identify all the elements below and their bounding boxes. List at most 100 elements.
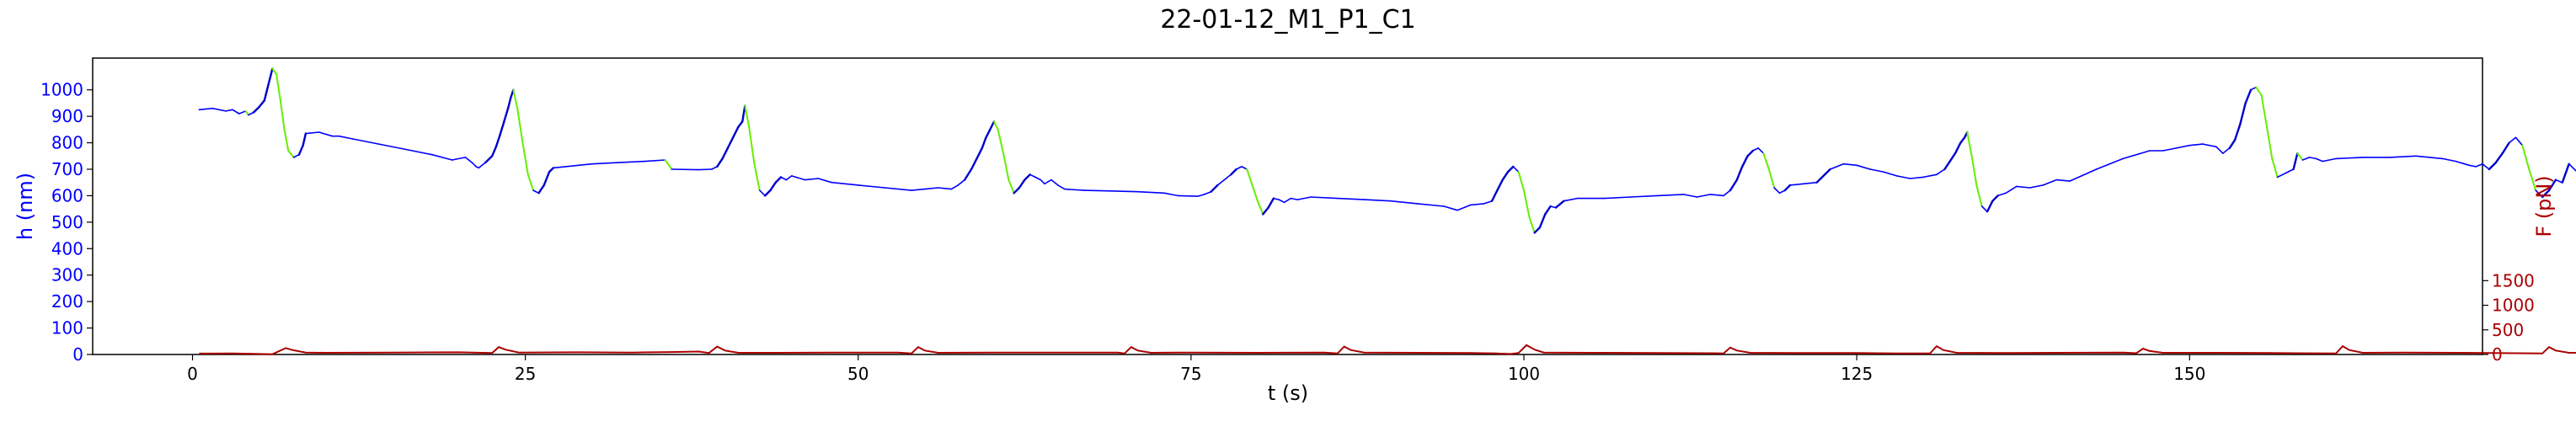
height-segment bbox=[970, 157, 978, 171]
height-segment bbox=[1007, 179, 1015, 195]
height-segment bbox=[1762, 152, 1770, 170]
height-segment bbox=[351, 138, 380, 145]
right-y-tick-label: 1000 bbox=[2492, 296, 2535, 316]
height-segment bbox=[2308, 157, 2317, 160]
height-segment bbox=[1563, 197, 1579, 202]
height-segment bbox=[785, 175, 793, 181]
height-segment bbox=[644, 159, 666, 163]
height-segment bbox=[1013, 186, 1021, 195]
height-segment bbox=[1966, 131, 1973, 155]
height-segment bbox=[2455, 160, 2470, 167]
height-segment bbox=[1815, 168, 1831, 184]
height-segment bbox=[1767, 168, 1776, 189]
height-segment bbox=[1283, 197, 1292, 204]
height-segment bbox=[1246, 168, 1253, 186]
height-segment bbox=[2282, 171, 2289, 176]
height-segment bbox=[2069, 168, 2098, 182]
height-segment bbox=[737, 120, 744, 128]
height-segment bbox=[963, 168, 973, 181]
height-segment bbox=[1517, 171, 1525, 192]
height-segment bbox=[2315, 157, 2324, 163]
height-segment bbox=[1538, 213, 1547, 229]
height-segment bbox=[2239, 102, 2247, 125]
y-tick-label: 1000 bbox=[40, 80, 83, 100]
right-y-tick-label: 1500 bbox=[2492, 270, 2535, 290]
x-tick-label: 100 bbox=[1508, 364, 1540, 384]
height-segment bbox=[997, 128, 1005, 155]
y-tick-label: 900 bbox=[51, 106, 83, 126]
height-segment bbox=[753, 163, 761, 192]
height-segment bbox=[1023, 173, 1031, 181]
height-segment bbox=[1177, 195, 1199, 197]
right-y-tick-label: 0 bbox=[2492, 344, 2503, 365]
height-segment bbox=[993, 120, 999, 131]
height-segment bbox=[1470, 203, 1485, 206]
height-segment bbox=[526, 173, 535, 192]
height-segment bbox=[1735, 165, 1744, 181]
height-segment bbox=[2266, 125, 2274, 160]
height-segment bbox=[1943, 160, 1952, 171]
height-segment bbox=[2255, 86, 2263, 96]
height-segment bbox=[1746, 149, 1755, 157]
height-segment bbox=[211, 107, 227, 112]
height-segment bbox=[2122, 150, 2151, 160]
height-segment bbox=[2541, 189, 2551, 199]
height-segment bbox=[548, 167, 555, 173]
height-segment bbox=[478, 162, 487, 169]
height-segment bbox=[471, 162, 478, 168]
height-segment bbox=[1416, 203, 1445, 207]
height-segment bbox=[1136, 190, 1166, 195]
height-segment bbox=[2515, 136, 2524, 147]
height-segment bbox=[244, 109, 249, 116]
height-segment bbox=[1996, 192, 2007, 197]
plot-frame bbox=[92, 57, 2483, 355]
height-segment bbox=[2016, 185, 2031, 189]
height-segment bbox=[1696, 194, 1712, 198]
height-segment bbox=[1682, 194, 1698, 198]
height-segment bbox=[937, 187, 953, 190]
height-segment bbox=[491, 146, 498, 157]
height-segment bbox=[748, 125, 756, 165]
x-tick-label: 0 bbox=[187, 364, 198, 384]
height-segment bbox=[884, 187, 912, 191]
height-segment bbox=[225, 109, 233, 112]
y-tick-label: 100 bbox=[51, 318, 83, 338]
height-segment bbox=[1975, 184, 1983, 207]
height-series bbox=[198, 67, 2576, 234]
height-segment bbox=[1773, 187, 1781, 195]
height-segment bbox=[506, 96, 512, 109]
height-segment bbox=[2228, 139, 2237, 150]
height-segment bbox=[338, 135, 354, 140]
height-segment bbox=[1922, 173, 1937, 179]
height-segment bbox=[2415, 155, 2444, 160]
height-segment bbox=[404, 148, 433, 156]
height-segment bbox=[503, 107, 510, 123]
height-segment bbox=[1337, 197, 1365, 200]
height-segment bbox=[1039, 179, 1045, 185]
height-segment bbox=[377, 143, 407, 151]
height-segment bbox=[1163, 192, 1178, 197]
height-segment bbox=[494, 133, 501, 148]
height-segment bbox=[283, 128, 290, 152]
height-segment bbox=[1034, 176, 1042, 181]
height-segment bbox=[464, 157, 473, 163]
height-segment bbox=[2095, 157, 2124, 170]
height-segment bbox=[2222, 147, 2231, 154]
right-y-axis-ticks: 0 500 1000 1500 bbox=[2482, 270, 2535, 365]
height-segment bbox=[1044, 179, 1052, 185]
height-segment bbox=[198, 107, 213, 111]
height-segment bbox=[975, 147, 984, 160]
height-segment bbox=[774, 176, 783, 184]
height-segment bbox=[1909, 176, 1924, 179]
height-segment bbox=[817, 178, 833, 184]
height-segment bbox=[2535, 189, 2543, 198]
height-segment bbox=[1883, 171, 1898, 177]
height-segment bbox=[2202, 143, 2217, 148]
height-segment bbox=[537, 184, 545, 195]
height-segment bbox=[2301, 157, 2311, 161]
height-segment bbox=[831, 181, 859, 186]
height-segment bbox=[1029, 173, 1036, 179]
height-segment bbox=[1390, 200, 1419, 205]
height-segment bbox=[1936, 168, 1946, 176]
height-segment bbox=[2335, 157, 2364, 160]
